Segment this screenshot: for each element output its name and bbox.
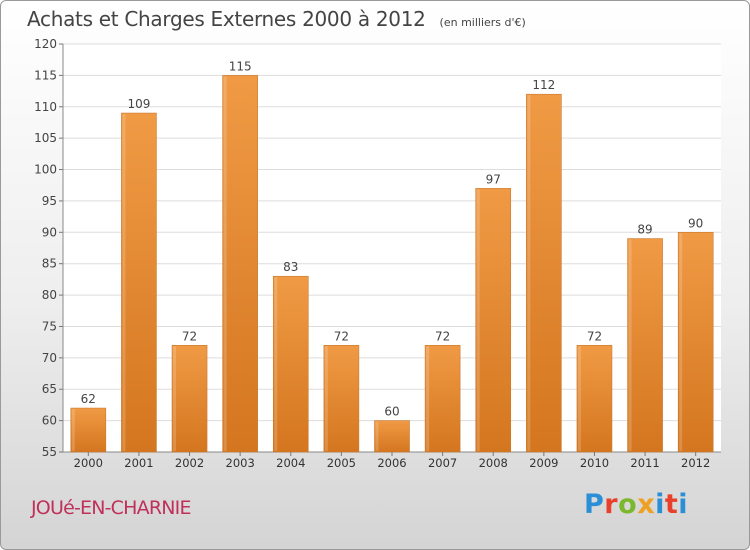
x-tick-label: 2010	[580, 456, 609, 470]
bar	[323, 344, 360, 453]
data-label: 109	[127, 97, 150, 111]
bar	[222, 75, 258, 453]
proxiti-logo: Proxiti	[584, 489, 688, 520]
bar-highlight	[527, 95, 531, 451]
bar-highlight	[122, 114, 126, 452]
bar	[70, 407, 107, 453]
bar	[677, 232, 714, 453]
logo-letter: t	[664, 489, 679, 520]
y-tick-label: 95	[42, 194, 57, 208]
y-tick-label: 70	[42, 351, 57, 365]
y-tick-label: 85	[42, 257, 57, 271]
data-label: 72	[334, 329, 349, 343]
y-tick-label: 80	[42, 288, 57, 302]
bar-highlight	[577, 346, 581, 451]
logo-letter: i	[678, 489, 689, 520]
plot-area	[63, 44, 721, 452]
bar-highlight	[324, 346, 328, 451]
y-tick-label: 65	[42, 382, 57, 396]
bar-highlight	[274, 277, 278, 451]
bar	[171, 344, 208, 453]
y-tick-label: 110	[34, 100, 57, 114]
bar	[627, 238, 663, 453]
chart-title-text: Achats et Charges Externes 2000 à 2012	[27, 7, 426, 31]
x-tick-label: 2009	[529, 456, 558, 470]
bar-highlight	[173, 346, 177, 451]
bar-highlight	[426, 346, 430, 451]
logo-letter: r	[604, 489, 619, 520]
x-tick-label: 2008	[479, 456, 508, 470]
y-tick-label: 120	[34, 37, 57, 51]
bar-highlight	[628, 239, 632, 451]
bar-highlight	[223, 76, 227, 451]
x-tick-label: 2007	[428, 456, 457, 470]
bar-highlight	[476, 189, 480, 451]
logo-letter: P	[584, 489, 605, 520]
data-label: 112	[532, 78, 555, 92]
y-tick-label: 55	[42, 445, 57, 459]
x-tick-label: 2000	[74, 456, 103, 470]
logo-letter: x	[637, 489, 656, 520]
logo-letter: o	[618, 489, 638, 520]
y-tick-label: 90	[42, 225, 57, 239]
data-label: 83	[283, 260, 298, 274]
bar	[121, 112, 157, 453]
data-label: 72	[435, 329, 450, 343]
y-tick-label: 100	[34, 163, 57, 177]
x-tick-label: 2006	[377, 456, 406, 470]
x-tick-label: 2012	[681, 456, 710, 470]
y-tick-label: 105	[34, 131, 57, 145]
x-tick-label: 2004	[276, 456, 305, 470]
data-label: 72	[587, 329, 602, 343]
bar	[526, 93, 562, 453]
data-label: 72	[182, 329, 197, 343]
bar	[374, 420, 410, 453]
data-label: 97	[486, 172, 501, 186]
data-label: 90	[688, 216, 703, 230]
bar	[424, 344, 461, 453]
data-label: 89	[637, 223, 652, 237]
y-tick-label: 75	[42, 319, 57, 333]
x-tick-label: 2005	[327, 456, 356, 470]
x-tick-label: 2011	[630, 456, 659, 470]
town-name: JOUé-EN-CHARNIE	[31, 497, 191, 519]
data-label: 115	[229, 59, 252, 73]
x-tick-label: 2001	[124, 456, 153, 470]
bar	[475, 188, 512, 453]
chart-subtitle: (en milliers d'€)	[439, 16, 526, 29]
data-label: 62	[81, 392, 96, 406]
bar	[272, 275, 309, 453]
bar-highlight	[375, 421, 379, 451]
bar	[576, 344, 613, 453]
x-tick-label: 2002	[175, 456, 204, 470]
y-tick-label: 115	[34, 68, 57, 82]
y-tick-label: 60	[42, 414, 57, 428]
bar-highlight	[679, 233, 683, 451]
data-label: 60	[384, 405, 399, 419]
chart-title: Achats et Charges Externes 2000 à 2012 (e…	[27, 7, 526, 31]
logo-letter: i	[655, 489, 665, 520]
bar-highlight	[71, 409, 75, 451]
x-tick-label: 2003	[226, 456, 255, 470]
